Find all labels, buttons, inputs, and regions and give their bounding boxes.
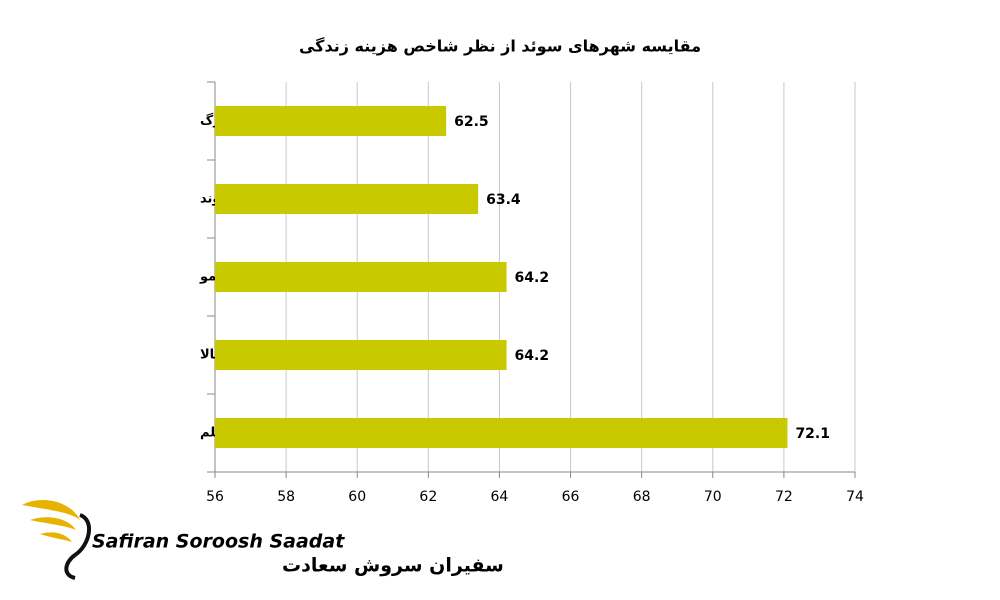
x-tick-label: 64 xyxy=(491,489,509,505)
x-tick-label: 70 xyxy=(704,489,722,505)
bar xyxy=(215,106,447,136)
logo-name-fa: سفیران سروش سعادت xyxy=(282,555,504,577)
x-tick-label: 62 xyxy=(419,489,437,505)
chart-title: مقایسه شهرهای سوئد از نظر شاخص هزینه زند… xyxy=(299,37,701,56)
value-label: 64.2 xyxy=(515,270,550,286)
x-tick-label: 60 xyxy=(348,489,366,505)
bar xyxy=(215,340,507,370)
x-tick-label: 74 xyxy=(846,489,864,505)
bar xyxy=(215,418,788,448)
value-label: 72.1 xyxy=(795,426,830,442)
value-label: 62.5 xyxy=(454,114,489,130)
bar xyxy=(215,262,507,292)
x-tick-label: 66 xyxy=(562,489,580,505)
logo-name-en: Safiran Soroosh Saadat xyxy=(92,531,345,553)
logo-wing xyxy=(22,500,80,542)
x-tick-label: 68 xyxy=(633,489,651,505)
value-label: 64.2 xyxy=(515,348,550,364)
logo-swan xyxy=(64,513,91,580)
logo: Safiran Soroosh Saadat سفیران سروش سعادت xyxy=(22,500,504,580)
x-tick-label: 58 xyxy=(277,489,295,505)
x-tick-label: 56 xyxy=(206,489,224,505)
value-label: 63.4 xyxy=(486,192,521,208)
x-tick-label: 72 xyxy=(775,489,793,505)
bar xyxy=(215,184,479,214)
